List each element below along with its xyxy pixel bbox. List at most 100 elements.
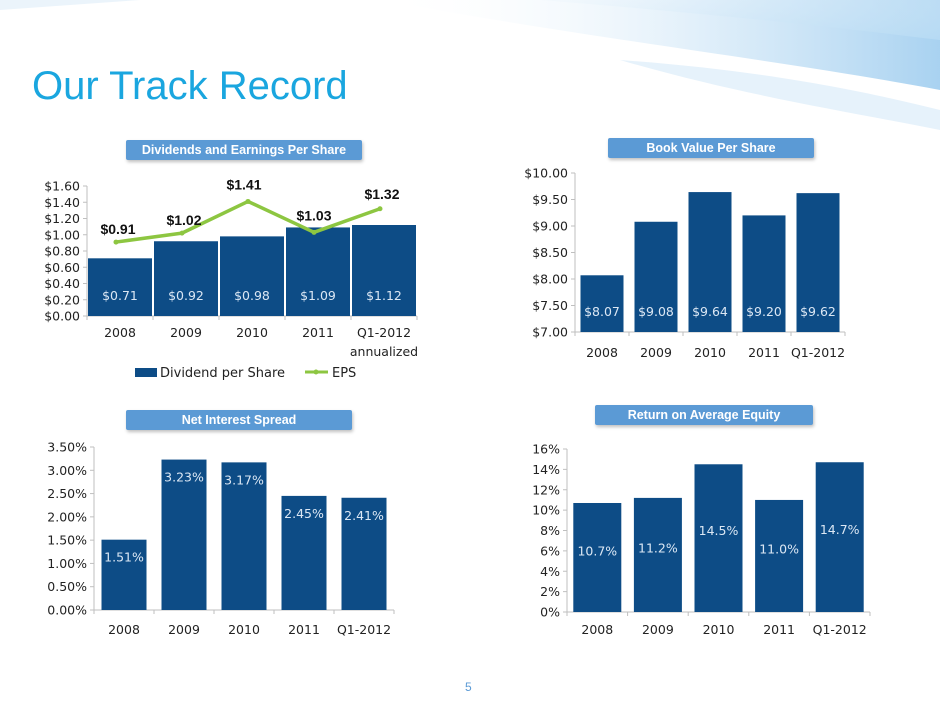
bar-data-label: 2.45%: [284, 506, 324, 521]
legend-marker-eps: [313, 369, 319, 375]
bar-data-label: $9.20: [746, 304, 782, 319]
x-category-label: Q1-2012: [337, 622, 391, 637]
x-category-label: 2011: [302, 325, 334, 340]
bar: [634, 221, 678, 332]
x-category-label: 2011: [288, 622, 320, 637]
x-category-label: 2009: [170, 325, 202, 340]
y-tick-label: $0.40: [44, 276, 80, 291]
eps-point: [311, 229, 317, 235]
bar: [796, 193, 840, 332]
y-tick-label: $0.00: [44, 309, 80, 324]
x-category-label: 2011: [763, 622, 795, 637]
bar-data-label: 3.23%: [164, 470, 204, 485]
bar-data-label: $1.09: [300, 288, 336, 303]
y-tick-label: 0%: [540, 605, 560, 620]
y-tick-label: 16%: [532, 442, 560, 457]
y-tick-label: 1.50%: [47, 533, 87, 548]
y-tick-label: 14%: [532, 462, 560, 477]
bar-data-label: 14.5%: [699, 523, 739, 538]
legend-swatch-dividend: [135, 368, 157, 377]
y-tick-label: 12%: [532, 482, 560, 497]
eps-data-label: $1.03: [296, 207, 331, 223]
y-tick-label: 1.00%: [47, 556, 87, 571]
bar: [742, 215, 786, 332]
y-tick-label: 2.50%: [47, 486, 87, 501]
x-category-label: 2010: [228, 622, 260, 637]
x-category-label: 2011: [748, 345, 780, 360]
y-tick-label: $8.50: [532, 245, 568, 260]
y-tick-label: 3.50%: [47, 440, 87, 455]
bar-data-label: $8.07: [584, 304, 620, 319]
bar: [573, 502, 622, 612]
bar-data-label: $9.64: [692, 304, 728, 319]
bar: [633, 497, 682, 612]
bar-data-label: $1.12: [366, 288, 402, 303]
y-tick-label: $0.20: [44, 292, 80, 307]
y-tick-label: 8%: [540, 523, 560, 538]
bar-data-label: $0.98: [234, 288, 270, 303]
y-tick-label: $7.50: [532, 298, 568, 313]
eps-data-label: $1.32: [364, 186, 399, 202]
x-category-label: 2010: [236, 325, 268, 340]
y-tick-label: $0.60: [44, 260, 80, 275]
bar: [101, 539, 147, 610]
y-tick-label: $9.00: [532, 219, 568, 234]
y-tick-label: 6%: [540, 543, 560, 558]
y-tick-label: 3.00%: [47, 463, 87, 478]
x-category-label: 2008: [104, 325, 136, 340]
eps-data-label: $1.41: [226, 176, 261, 192]
x-category-label: 2008: [108, 622, 140, 637]
y-tick-label: 0.50%: [47, 579, 87, 594]
chart-badge-dividends-eps: Dividends and Earnings Per Share: [126, 140, 362, 160]
eps-data-label: $1.02: [166, 212, 201, 228]
y-tick-label: $8.00: [532, 272, 568, 287]
x-category-label: 2010: [703, 622, 735, 637]
x-category-label: Q1-2012: [813, 622, 867, 637]
y-tick-label: $1.20: [44, 211, 80, 226]
bar: [161, 459, 207, 610]
y-tick-label: $9.50: [532, 192, 568, 207]
bar-data-label: 3.17%: [224, 472, 264, 487]
x-category-label: annualized: [350, 344, 418, 359]
y-tick-label: $10.00: [524, 166, 568, 181]
eps-point: [245, 198, 251, 204]
bar-data-label: $0.71: [102, 288, 138, 303]
eps-data-label: $0.91: [100, 221, 135, 237]
y-tick-label: $0.80: [44, 244, 80, 259]
bar: [221, 462, 267, 610]
chart-badge-book-value: Book Value Per Share: [608, 138, 814, 158]
bar-data-label: 14.7%: [820, 522, 860, 537]
x-category-label: 2009: [168, 622, 200, 637]
eps-point: [377, 206, 383, 212]
bar: [341, 497, 387, 610]
y-tick-label: 2.00%: [47, 509, 87, 524]
y-tick-label: 0.00%: [47, 603, 87, 618]
y-tick-label: $1.60: [44, 179, 80, 194]
page-number: 5: [465, 680, 472, 694]
bar: [88, 258, 152, 316]
bar: [755, 499, 804, 612]
chart-badge-net-interest-spread: Net Interest Spread: [126, 410, 352, 430]
bar-data-label: 10.7%: [577, 543, 617, 558]
y-tick-label: $1.00: [44, 227, 80, 242]
bar-data-label: $9.62: [800, 304, 836, 319]
eps-point: [113, 239, 119, 245]
bar: [688, 192, 732, 332]
bar-data-label: 11.2%: [638, 541, 678, 556]
bar: [154, 241, 218, 316]
y-tick-label: 4%: [540, 564, 560, 579]
bar: [815, 462, 864, 612]
x-category-label: Q1-2012: [791, 345, 845, 360]
bar: [286, 227, 350, 316]
bar-data-label: 2.41%: [344, 508, 384, 523]
y-tick-label: 10%: [532, 503, 560, 518]
chart-badge-return-on-equity: Return on Average Equity: [595, 405, 813, 425]
x-category-label: 2008: [581, 622, 613, 637]
bar-data-label: $0.92: [168, 288, 204, 303]
bar: [281, 495, 327, 610]
